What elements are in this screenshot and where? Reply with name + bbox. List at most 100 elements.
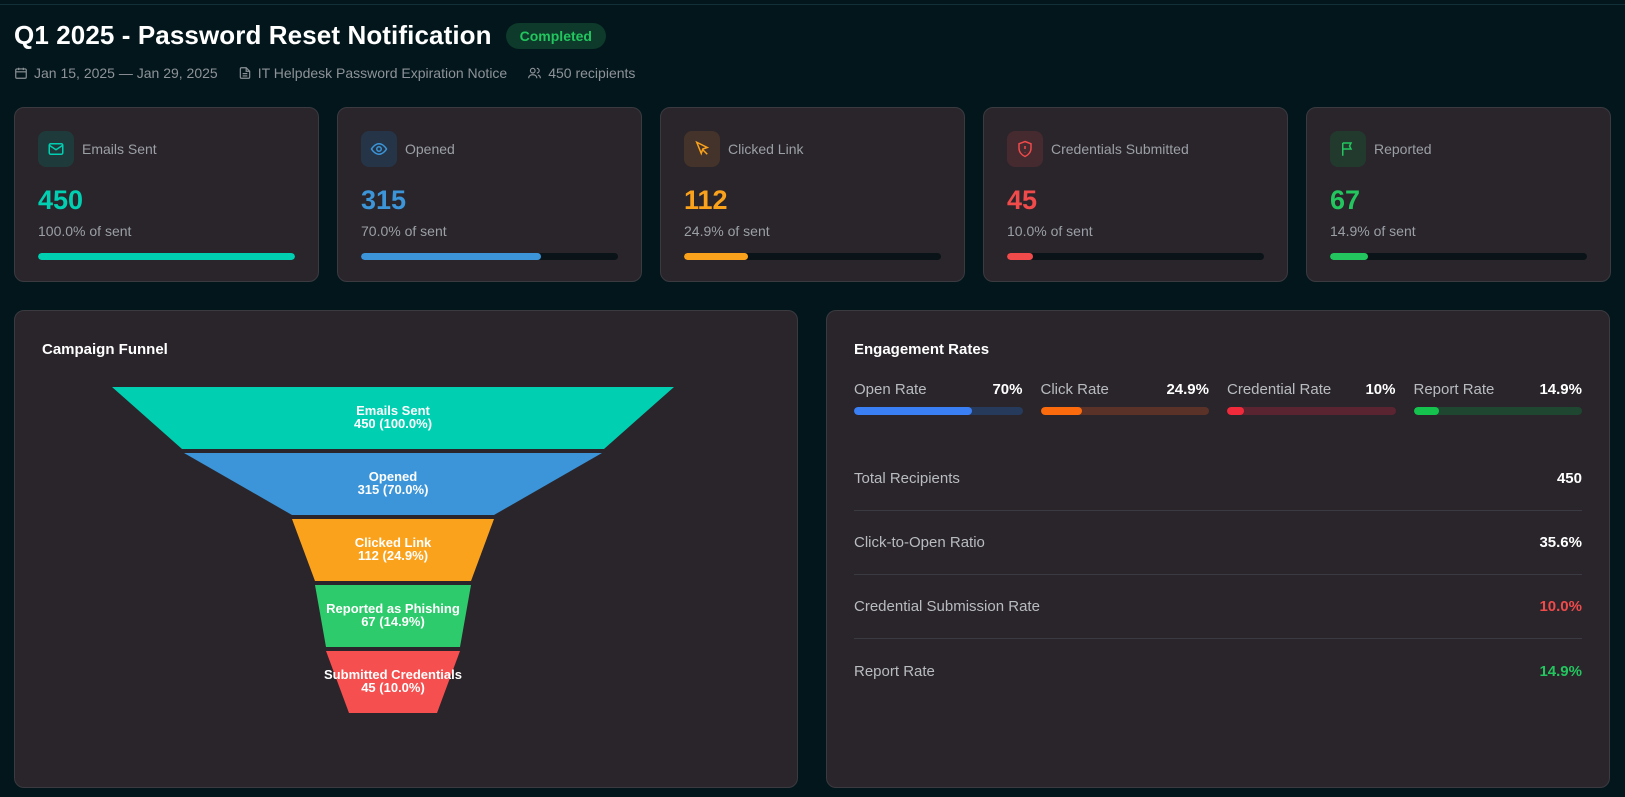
- users-icon: [528, 67, 542, 79]
- stat-value: 45: [1007, 185, 1038, 215]
- progress-track: [38, 253, 295, 260]
- metrics-list: Total Recipients 450 Click-to-Open Ratio…: [854, 447, 1582, 703]
- progress-track: [1330, 253, 1587, 260]
- metric-value: 450: [1556, 470, 1582, 487]
- calendar-icon: [15, 67, 27, 79]
- flag-icon: [1330, 131, 1366, 167]
- rate-fill: [1413, 407, 1439, 415]
- mail-icon: [38, 131, 74, 167]
- recipients-text: 450 recipients: [548, 65, 636, 81]
- stat-sub: 10.0% of sent: [1007, 223, 1093, 239]
- stat-value: 450: [38, 185, 84, 215]
- rate-track: [1413, 407, 1582, 415]
- rate-fill: [854, 407, 972, 415]
- funnel-title: Campaign Funnel: [42, 341, 168, 358]
- stat-card-clicked-link: Clicked Link 112 24.9% of sent: [660, 107, 965, 282]
- funnel-stage-value: 112 (24.9%): [358, 548, 428, 563]
- funnel-stage-label: Submitted Credentials: [324, 667, 462, 682]
- rate-value: 10%: [1365, 381, 1396, 398]
- rate-click: Click Rate 24.9%: [1040, 381, 1209, 415]
- metric-label: Click-to-Open Ratio: [854, 534, 985, 551]
- funnel-stage-label: Clicked Link: [355, 535, 432, 550]
- metric-label: Report Rate: [854, 662, 935, 680]
- status-badge: Completed: [505, 22, 606, 49]
- stat-sub: 70.0% of sent: [361, 223, 447, 239]
- engagement-rates-panel: Engagement Rates Open Rate 70% Click Rate…: [826, 310, 1610, 788]
- rate-value: 14.9%: [1539, 381, 1582, 398]
- rate-name: Open Rate: [854, 381, 927, 398]
- stat-label: Reported: [1374, 141, 1432, 157]
- funnel-stage-value: 67 (14.9%): [361, 614, 425, 629]
- progress-fill: [1007, 253, 1033, 260]
- top-divider: [0, 4, 1625, 5]
- rate-value: 24.9%: [1166, 381, 1209, 398]
- stat-card-opened: Opened 315 70.0% of sent: [337, 107, 642, 282]
- engagement-title: Engagement Rates: [854, 341, 990, 358]
- rate-track: [1227, 407, 1396, 415]
- rate-open: Open Rate 70%: [854, 381, 1023, 415]
- stat-cards: Emails Sent 450 100.0% of sent Opened 31…: [14, 107, 1611, 282]
- page-title: Q1 2025 - Password Reset Notification: [14, 20, 492, 50]
- funnel-stage: [315, 585, 471, 647]
- rate-report: Report Rate 14.9%: [1413, 381, 1582, 415]
- stat-label: Clicked Link: [728, 141, 804, 157]
- rate-fill: [1227, 407, 1244, 415]
- progress-track: [684, 253, 941, 260]
- rate-bars: Open Rate 70% Click Rate 24.9% Credential …: [854, 381, 1582, 415]
- progress-fill: [361, 253, 541, 260]
- campaign-header: Q1 2025 - Password Reset Notification Co…: [14, 20, 655, 81]
- stat-label: Opened: [405, 141, 455, 157]
- rate-track: [854, 407, 1023, 415]
- metric-label: Credential Submission Rate: [854, 598, 1040, 615]
- stat-sub: 14.9% of sent: [1330, 223, 1416, 239]
- rate-credential: Credential Rate 10%: [1227, 381, 1396, 415]
- date-range-text: Jan 15, 2025 — Jan 29, 2025: [34, 65, 218, 81]
- funnel-stage-label: Reported as Phishing: [326, 601, 460, 616]
- progress-fill: [38, 253, 295, 260]
- funnel-stage: [184, 453, 602, 515]
- metric-row: Click-to-Open Ratio 35.6%: [854, 511, 1582, 575]
- rate-value: 70%: [992, 381, 1023, 398]
- progress-fill: [684, 253, 748, 260]
- eye-icon: [361, 131, 397, 167]
- funnel-stage-value: 45 (10.0%): [361, 680, 425, 695]
- stat-card-credentials-submitted: Credentials Submitted 45 10.0% of sent: [983, 107, 1288, 282]
- rate-track: [1040, 407, 1209, 415]
- rate-fill: [1040, 407, 1083, 415]
- stat-sub: 24.9% of sent: [684, 223, 770, 239]
- metric-row: Report Rate 14.9%: [854, 639, 1582, 703]
- funnel-stage-value: 315 (70.0%): [358, 482, 429, 497]
- metric-value: 14.9%: [1539, 662, 1582, 680]
- stat-label: Emails Sent: [82, 141, 157, 157]
- cursor-icon: [684, 131, 720, 167]
- funnel-stage: [326, 651, 460, 713]
- rate-name: Report Rate: [1413, 381, 1495, 398]
- funnel-stage-label: Opened: [369, 469, 417, 484]
- funnel-stage-label: Emails Sent: [356, 403, 430, 418]
- metric-row: Total Recipients 450: [854, 447, 1582, 511]
- date-range: Jan 15, 2025 — Jan 29, 2025: [14, 65, 218, 81]
- metric-label: Total Recipients: [854, 470, 960, 487]
- rate-name: Credential Rate: [1227, 381, 1332, 398]
- funnel-stage: [112, 387, 674, 449]
- template-name-text: IT Helpdesk Password Expiration Notice: [257, 65, 508, 81]
- template-name: IT Helpdesk Password Expiration Notice: [238, 65, 508, 81]
- funnel-stage: [292, 519, 494, 581]
- stat-label: Credentials Submitted: [1051, 141, 1189, 157]
- stat-value: 112: [684, 185, 728, 215]
- stat-sub: 100.0% of sent: [38, 223, 132, 239]
- metric-value: 10.0%: [1539, 598, 1582, 615]
- metric-value: 35.6%: [1539, 534, 1582, 551]
- metric-row: Credential Submission Rate 10.0%: [854, 575, 1582, 639]
- campaign-funnel-panel: Campaign Funnel Emails Sent 450 (100.0%) O…: [14, 310, 798, 788]
- progress-fill: [1330, 253, 1369, 260]
- stat-value: 315: [361, 185, 407, 215]
- stat-card-reported: Reported 67 14.9% of sent: [1306, 107, 1611, 282]
- document-icon: [239, 67, 250, 79]
- recipients-count: 450 recipients: [527, 65, 635, 81]
- rate-name: Click Rate: [1040, 381, 1109, 398]
- funnel-stage-value: 450 (100.0%): [354, 416, 432, 431]
- stat-value: 67: [1330, 185, 1361, 215]
- progress-track: [361, 253, 618, 260]
